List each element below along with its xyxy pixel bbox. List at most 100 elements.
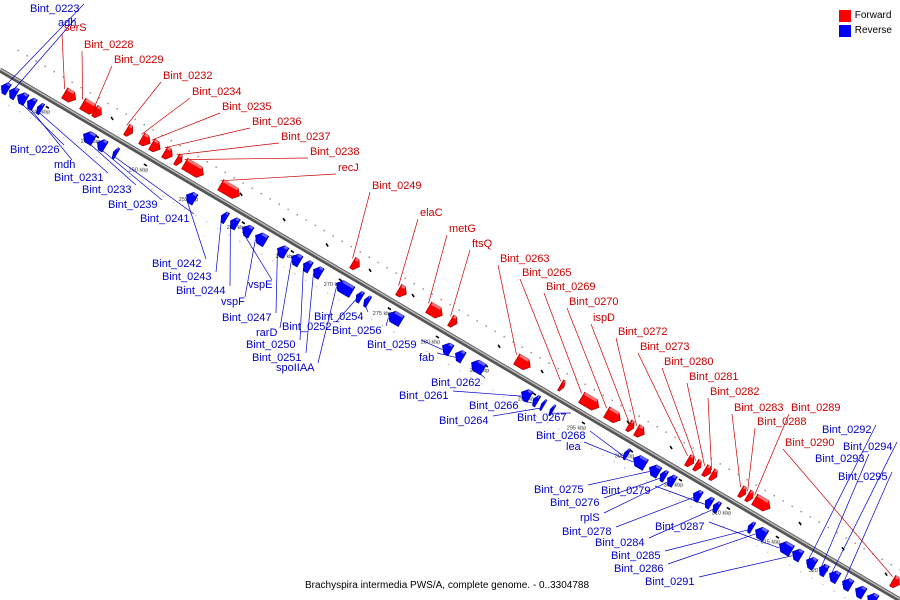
guide-dot (305, 219, 308, 222)
gene-rev-44 (855, 585, 868, 600)
gene-labels: serS Bint_0228 Bint_0229 Bint_0232 Bint_0234… (10, 3, 893, 588)
leader-bint-0289 (754, 413, 790, 496)
gene-shading (154, 139, 159, 144)
scale-tick-mark (678, 478, 683, 482)
gene-shading (563, 380, 566, 383)
gene-rev-30 (649, 464, 663, 479)
gene-shading (537, 395, 540, 399)
guide-dot (143, 123, 146, 126)
track-tick-mark (669, 445, 673, 450)
gene-shading (85, 98, 96, 107)
guide-dot (822, 584, 824, 586)
gene-body (442, 342, 455, 357)
gene-sers-0 (61, 87, 77, 103)
leader-adh (9, 17, 77, 95)
guide-dot (580, 441, 582, 443)
guide-dot (170, 139, 173, 142)
gene-label-bint-0292: Bint_0292 (822, 424, 872, 436)
guide-dot (296, 213, 299, 216)
guide-dot (791, 505, 794, 508)
gene-shading (527, 389, 533, 394)
guide-dot (854, 542, 857, 545)
gene-body (303, 260, 314, 274)
guide-dot (773, 494, 776, 497)
guide-dot (215, 166, 218, 169)
gene-label-bint-0290: Bint_0290 (785, 437, 835, 449)
gene-shading (584, 392, 598, 402)
gene-label-elac: elaC (420, 207, 443, 219)
gene-label-bint-0294: Bint_0294 (843, 441, 893, 453)
leader-vspe (242, 231, 273, 281)
guide-dot (503, 335, 506, 338)
track-tick-mark (325, 243, 329, 247)
guide-dot (404, 337, 406, 340)
guide-dot (233, 176, 236, 179)
gene-shading (714, 469, 718, 473)
leader-bint-0268 (589, 430, 625, 458)
gene-body (181, 158, 204, 178)
gene-shading (342, 280, 355, 289)
gene-rev-13 (277, 245, 290, 260)
gene-shading (743, 486, 747, 490)
guide-dot (96, 156, 98, 158)
gene-shading (553, 404, 556, 408)
guide-dot (17, 49, 20, 52)
guide-dot (359, 251, 362, 253)
gene-shading (717, 501, 721, 505)
guide-dot (323, 229, 326, 232)
leader-bint-0264 (492, 407, 542, 417)
leader-bint-0290 (782, 448, 893, 577)
gene-body (217, 179, 240, 199)
leader-rpls (603, 481, 668, 514)
gene-shading (655, 464, 662, 470)
guide-dot (476, 319, 479, 322)
guide-dot (134, 118, 137, 121)
guide-dot (613, 460, 615, 463)
guide-dot (415, 344, 417, 346)
gene-label-bint-0285: Bint_0285 (611, 550, 661, 562)
gene-rev-43 (842, 578, 855, 592)
gene-rev-25 (532, 394, 542, 408)
gene-label-bint-0279: Bint_0279 (601, 485, 651, 497)
gene-shading (179, 154, 183, 158)
guide-dot (8, 104, 10, 107)
guide-dot (371, 318, 373, 320)
leader-metg (428, 234, 448, 304)
guide-dot (536, 415, 538, 417)
scale-tick-label: 250 kbp (129, 167, 149, 173)
guide-dot (338, 299, 340, 301)
leader-bint-0285 (664, 529, 749, 552)
gene-shading (401, 284, 406, 289)
leader-bint-0234 (141, 97, 191, 135)
guide-dot (584, 383, 587, 386)
guide-dot (341, 240, 344, 243)
gene-shading (225, 211, 229, 216)
guide-dot (431, 293, 434, 296)
guide-dot (539, 357, 542, 359)
gene-shading (297, 254, 303, 259)
gene-label-ftsq: ftsQ (472, 238, 493, 250)
guide-dot (656, 425, 659, 428)
gene-bint-0265-15 (557, 379, 566, 392)
gene-label-bint-0270: Bint_0270 (569, 296, 619, 308)
legend-reverse-label: Reverse (854, 25, 892, 36)
gene-label-rpls: rplS (580, 512, 600, 524)
gene-bint-0273-20 (684, 454, 694, 468)
leader-bint-0270 (566, 307, 607, 409)
leader-bint-0282 (707, 397, 712, 471)
guide-dot (261, 253, 263, 255)
guide-dot (393, 331, 395, 333)
guide-dot (129, 175, 131, 178)
gene-label-bint-0243: Bint_0243 (162, 271, 212, 283)
gene-label-recj: recJ (338, 162, 359, 174)
gene-shading (798, 549, 804, 554)
leader-bint-0269 (543, 292, 582, 394)
guide-dot (638, 415, 641, 418)
gene-rev-26 (539, 399, 548, 412)
gene-shading (519, 354, 530, 362)
gene-shading (895, 575, 900, 580)
track-tick-mark (626, 420, 630, 425)
guide-dot (272, 260, 274, 262)
backbone-highlight (0, 68, 900, 600)
gene-shading (707, 465, 711, 469)
